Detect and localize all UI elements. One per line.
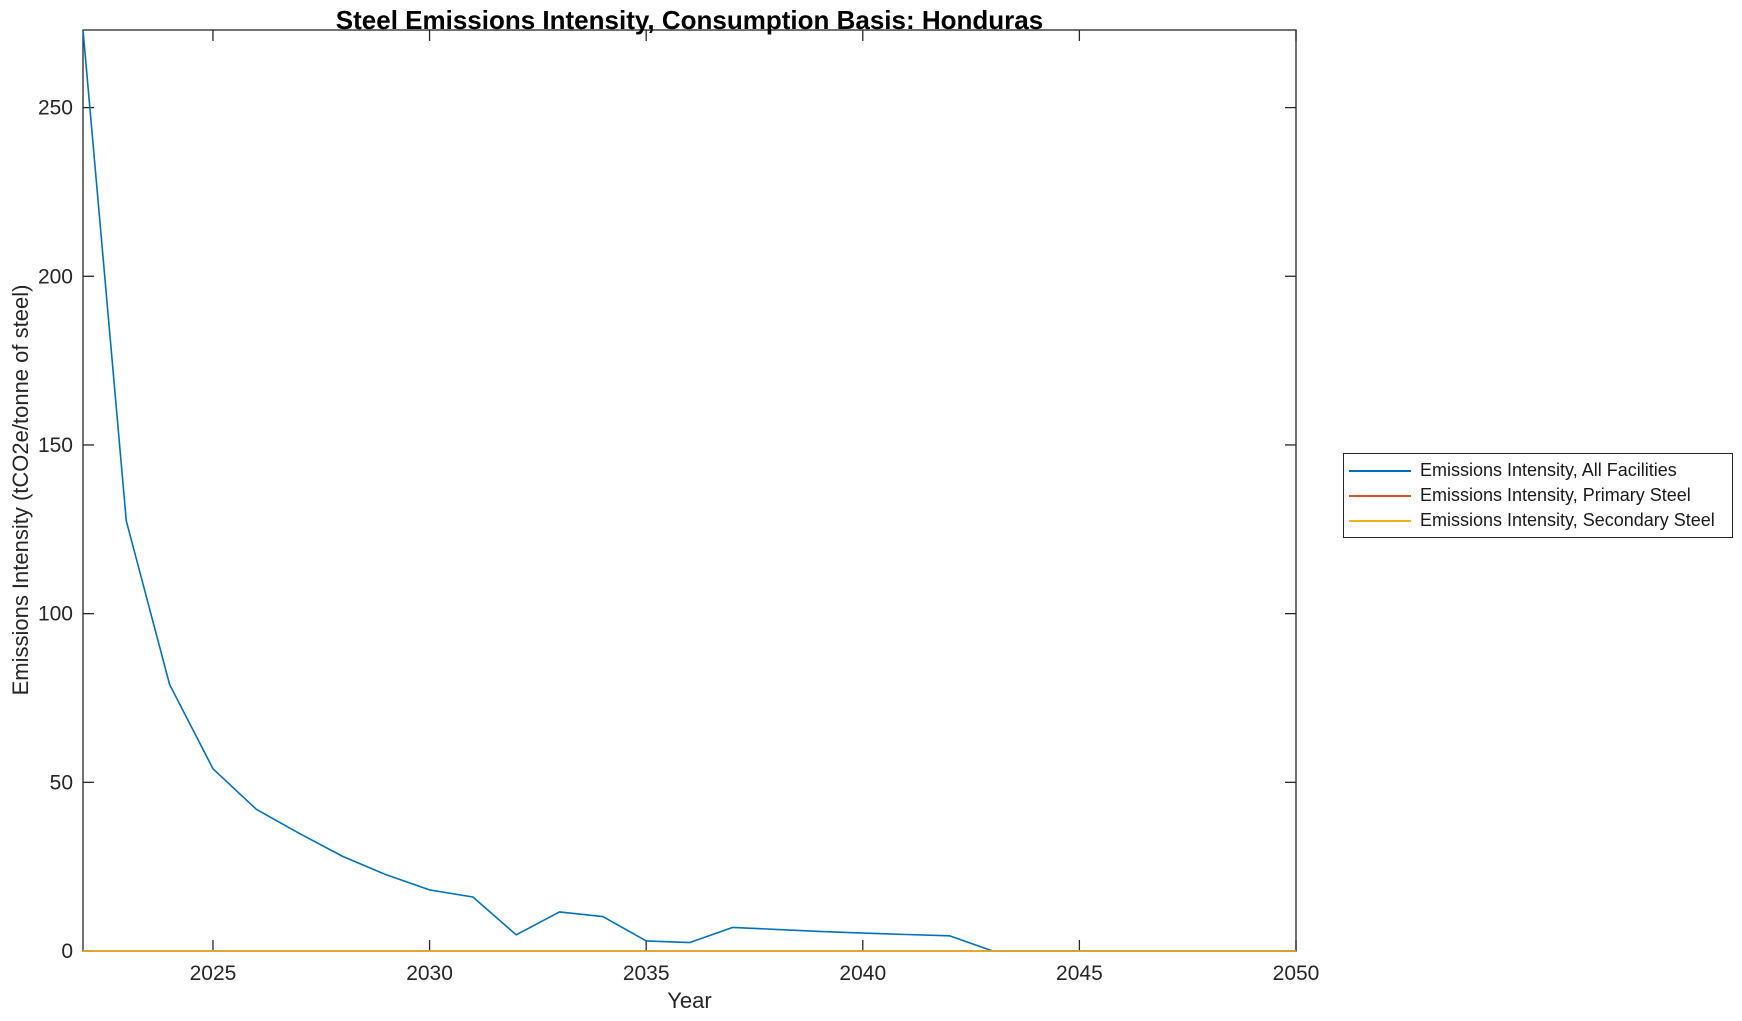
x-tick-label: 2050 [1273,962,1320,985]
series-line-0 [82,29,1296,952]
y-tick-label: 0 [61,940,73,963]
x-axis-label: Year [667,988,712,1013]
axes-box [82,29,1297,952]
y-tick-label: 150 [38,434,73,457]
legend-line-sample-primary-steel [1349,494,1411,497]
legend-label: Emissions Intensity, Secondary Steel [1420,510,1715,530]
legend-line-sample-secondary-steel [1349,519,1411,522]
x-tick-label: 2025 [190,962,237,985]
legend-label: Emissions Intensity, Primary Steel [1420,485,1691,505]
y-axis-label: Emissions Intensity (tCO2e/tonne of stee… [8,284,33,696]
chart-title: Steel Emissions Intensity, Consumption B… [335,5,1044,35]
legend-line-sample-all-facilities [1349,469,1411,472]
x-tick-label: 2035 [623,962,670,985]
legend: Emissions Intensity, All Facilities Emis… [1343,453,1733,538]
y-tick-label: 100 [38,603,73,626]
y-tick-label: 250 [38,97,73,120]
legend-item: Emissions Intensity, Secondary Steel [1349,508,1726,533]
legend-item: Emissions Intensity, Primary Steel [1349,483,1726,508]
x-tick-label: 2045 [1056,962,1103,985]
x-tick-label: 2030 [406,962,453,985]
y-tick-label: 200 [38,265,73,288]
legend-label: Emissions Intensity, All Facilities [1420,460,1677,480]
y-tick-label: 50 [50,771,73,794]
legend-item: Emissions Intensity, All Facilities [1349,458,1726,483]
x-tick-label: 2040 [839,962,886,985]
